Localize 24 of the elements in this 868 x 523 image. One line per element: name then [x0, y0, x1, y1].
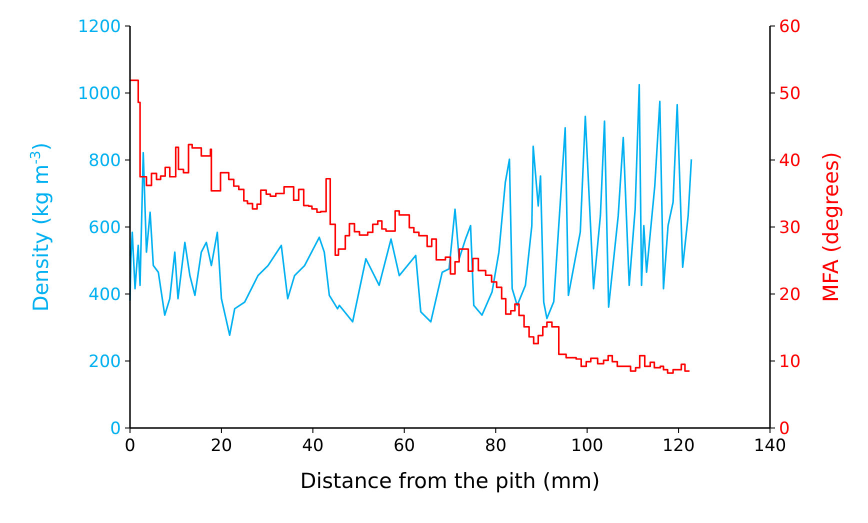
y2-tick-label: 60 [779, 17, 801, 37]
y2-tick-label: 30 [779, 218, 801, 238]
y-tick-label: 800 [88, 151, 121, 171]
y2-tick-label: 50 [779, 84, 801, 104]
y-tick-label: 1200 [78, 17, 121, 37]
x-tick-label: 80 [484, 436, 507, 456]
y2-tick-label: 40 [779, 151, 801, 171]
y-tick-label: 200 [88, 352, 121, 372]
x-axis-title: Distance from the pith (mm) [300, 469, 600, 493]
x-tick-label: 20 [210, 436, 232, 456]
y-tick-label: 1000 [78, 84, 121, 104]
y2-axis-title: MFA (degrees) [819, 152, 843, 302]
x-tick-label: 140 [754, 436, 786, 456]
x-tick-label: 60 [393, 436, 416, 456]
y-tick-label: 0 [110, 419, 121, 439]
y2-tick-label: 10 [779, 352, 801, 372]
y-tick-label: 600 [88, 218, 121, 238]
x-tick-label: 120 [662, 436, 695, 456]
y2-tick-label: 0 [779, 419, 790, 439]
x-tick-label: 0 [124, 436, 136, 456]
y-tick-label: 400 [88, 285, 121, 305]
y2-tick-label: 20 [779, 285, 801, 305]
x-tick-label: 40 [302, 436, 324, 456]
x-tick-label: 100 [570, 436, 604, 456]
